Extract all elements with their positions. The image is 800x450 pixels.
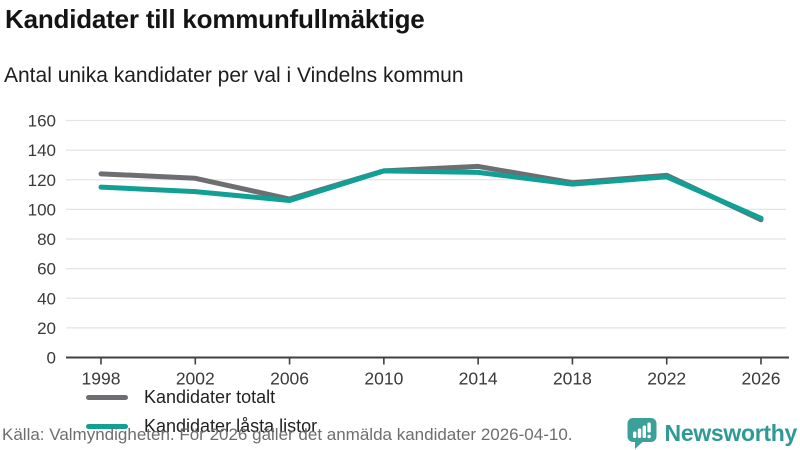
y-tick-label-80: 80 xyxy=(37,230,56,249)
chart-legend: Kandidater totalt Kandidater låsta listo… xyxy=(86,387,318,437)
legend-item-totalt: Kandidater totalt xyxy=(86,387,317,408)
source-note: Källa: Valmyndigheten. För 2026 gäller d… xyxy=(2,425,573,444)
x-tick-label-2018: 2018 xyxy=(553,369,592,389)
x-tick-label-2022: 2022 xyxy=(647,369,686,389)
chart-subtitle: Antal unika kandidater per val i Vindeln… xyxy=(4,64,464,87)
legend-item-lasta-listor: Kandidater låsta listor xyxy=(86,415,318,437)
y-tick-label-40: 40 xyxy=(37,289,56,308)
y-tick-label-140: 140 xyxy=(28,141,56,160)
legend-label-lasta-listor: Kandidater låsta listor xyxy=(144,415,318,436)
line-chart: 0 20 40 60 80 100 120 140 160 1998 2002 2006 2010 201… xyxy=(0,100,800,436)
newsworthy-brand: Newsworthy xyxy=(626,417,797,449)
legend-label-totalt: Kandidater totalt xyxy=(144,387,276,407)
x-tick-label-2014: 2014 xyxy=(459,369,498,389)
logo-bars-glyph xyxy=(632,422,651,439)
x-tick-label-2006: 2006 xyxy=(270,369,309,389)
y-tick-label-0: 0 xyxy=(47,349,56,368)
y-tick-label-60: 60 xyxy=(37,260,56,279)
x-tick-label-2026: 2026 xyxy=(742,369,781,389)
page-title: Kandidater till kommunfullmäktige xyxy=(5,4,425,34)
newsworthy-logo-icon xyxy=(627,418,657,449)
chart-plot-area: 0 20 40 60 80 100 120 140 160 1998 2002 2006 2010 201… xyxy=(28,112,789,389)
x-tick-label-1998: 1998 xyxy=(82,369,121,389)
y-tick-label-160: 160 xyxy=(28,112,56,131)
y-tick-label-20: 20 xyxy=(37,319,56,338)
legend-swatch-totalt xyxy=(86,395,128,401)
x-tick-label-2010: 2010 xyxy=(364,369,403,389)
y-tick-label-120: 120 xyxy=(28,171,56,190)
brand-name: Newsworthy xyxy=(664,419,798,446)
x-tick-label-2002: 2002 xyxy=(176,369,215,389)
y-tick-label-100: 100 xyxy=(28,200,56,219)
legend-swatch-lasta-listor xyxy=(86,424,128,430)
series-line-kandidater-l-sta-listor xyxy=(98,168,764,221)
